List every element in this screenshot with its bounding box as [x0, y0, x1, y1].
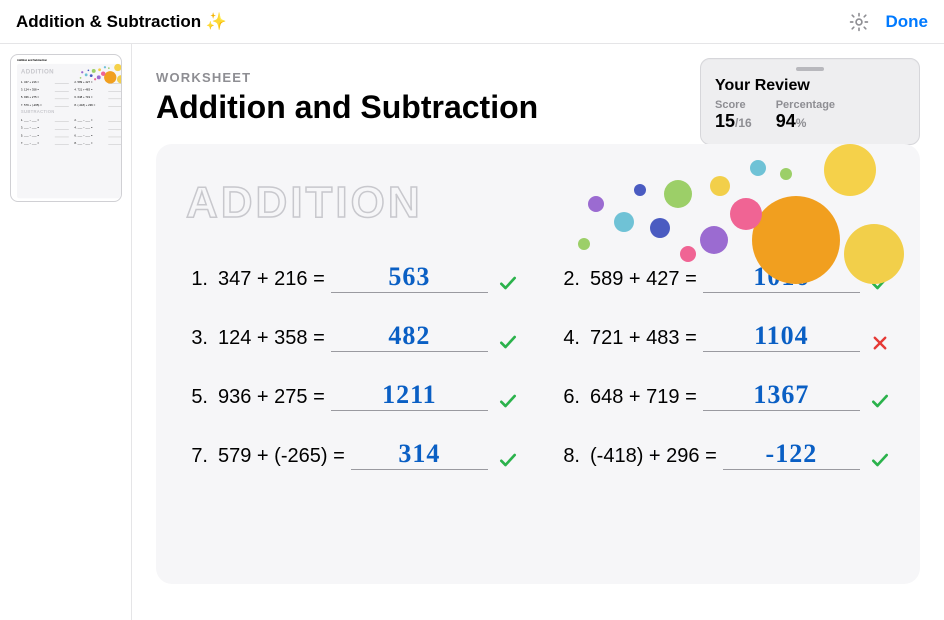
- review-panel[interactable]: Your Review Score 15/16 Percentage 94%: [700, 58, 920, 145]
- correct-mark-icon: [498, 391, 518, 411]
- done-button[interactable]: Done: [886, 12, 929, 32]
- answer-field[interactable]: -122: [723, 441, 860, 470]
- percentage-label: Percentage: [776, 99, 835, 111]
- page-thumbnail[interactable]: Addition and Subtraction ADDITION 1. 347…: [10, 54, 122, 202]
- problem-expression: 721 + 483 =: [590, 327, 697, 350]
- problem-number: 1.: [186, 268, 208, 291]
- correct-mark-icon: [498, 273, 518, 293]
- answer-field[interactable]: 314: [351, 441, 488, 470]
- problem-expression: 579 + (-265) =: [218, 445, 345, 468]
- problems-grid: 1. 347 + 216 = 563 2. 589 + 427 = 1016 3…: [186, 264, 890, 470]
- problem-row: 7. 579 + (-265) = 314: [186, 441, 518, 470]
- problem-row: 8. (-418) + 296 = -122: [558, 441, 890, 470]
- problem-row: 1. 347 + 216 = 563: [186, 264, 518, 293]
- answer-field[interactable]: 563: [331, 264, 488, 293]
- topbar: Addition & Subtraction ✨ Done: [0, 0, 944, 44]
- correct-mark-icon: [870, 273, 890, 293]
- problem-number: 2.: [558, 268, 580, 291]
- problem-expression: 936 + 275 =: [218, 386, 325, 409]
- answer-field[interactable]: 1016: [703, 264, 860, 293]
- drag-handle-icon[interactable]: [796, 67, 824, 71]
- worksheet-sheet: ADDITION 1. 347 + 216 = 563 2. 589 + 427…: [156, 144, 920, 584]
- problem-number: 4.: [558, 327, 580, 350]
- correct-mark-icon: [498, 332, 518, 352]
- score-label: Score: [715, 99, 752, 111]
- problem-expression: 124 + 358 =: [218, 327, 325, 350]
- problem-row: 2. 589 + 427 = 1016: [558, 264, 890, 293]
- problem-row: 6. 648 + 719 = 1367: [558, 382, 890, 411]
- document-title: Addition & Subtraction ✨: [16, 12, 227, 32]
- problem-number: 5.: [186, 386, 208, 409]
- main-canvas: WORKSHEET Addition and Subtraction Your …: [132, 44, 944, 620]
- review-title: Your Review: [715, 77, 905, 95]
- problem-expression: 648 + 719 =: [590, 386, 697, 409]
- score-value: 15/16: [715, 111, 752, 132]
- problem-number: 6.: [558, 386, 580, 409]
- problem-expression: 589 + 427 =: [590, 268, 697, 291]
- answer-field[interactable]: 1367: [703, 382, 860, 411]
- problem-row: 5. 936 + 275 = 1211: [186, 382, 518, 411]
- answer-field[interactable]: 1211: [331, 382, 488, 411]
- thumbnail-sidebar: Addition and Subtraction ADDITION 1. 347…: [0, 44, 132, 620]
- problem-number: 8.: [558, 445, 580, 468]
- problem-row: 4. 721 + 483 = 1104: [558, 323, 890, 352]
- problem-number: 7.: [186, 445, 208, 468]
- wrong-mark-icon: [870, 334, 890, 352]
- problem-number: 3.: [186, 327, 208, 350]
- section-heading: ADDITION: [186, 178, 890, 228]
- problem-expression: (-418) + 296 =: [590, 445, 717, 468]
- answer-field[interactable]: 482: [331, 323, 488, 352]
- correct-mark-icon: [870, 391, 890, 411]
- percentage-value: 94%: [776, 111, 835, 132]
- answer-field[interactable]: 1104: [703, 323, 860, 352]
- problem-expression: 347 + 216 =: [218, 268, 325, 291]
- correct-mark-icon: [498, 450, 518, 470]
- problem-row: 3. 124 + 358 = 482: [186, 323, 518, 352]
- correct-mark-icon: [870, 450, 890, 470]
- settings-icon[interactable]: [848, 11, 870, 33]
